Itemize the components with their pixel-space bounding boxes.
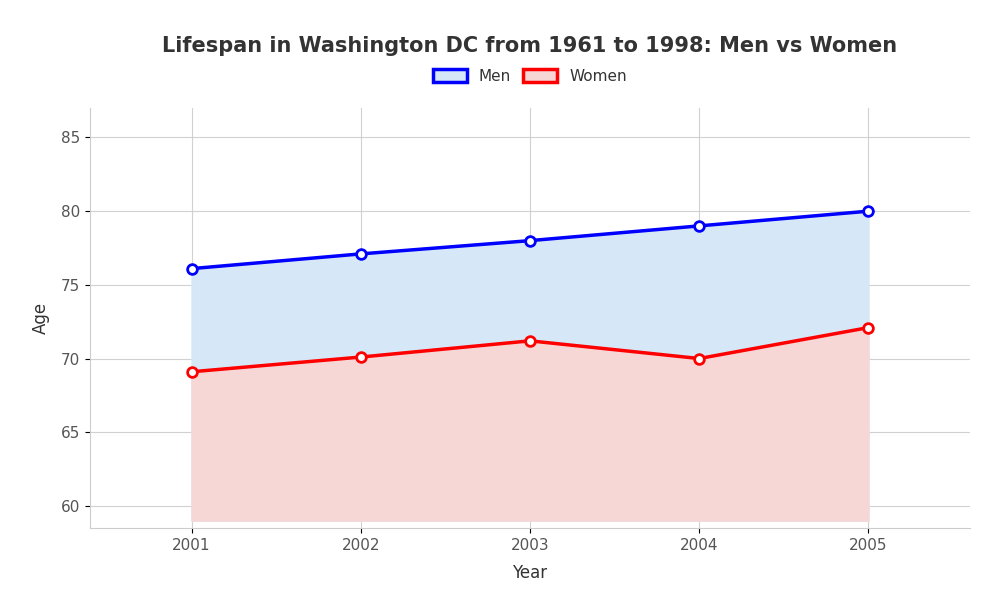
Y-axis label: Age: Age xyxy=(32,302,50,334)
X-axis label: Year: Year xyxy=(512,564,548,582)
Title: Lifespan in Washington DC from 1961 to 1998: Men vs Women: Lifespan in Washington DC from 1961 to 1… xyxy=(162,37,898,56)
Legend: Men, Women: Men, Women xyxy=(425,61,635,91)
